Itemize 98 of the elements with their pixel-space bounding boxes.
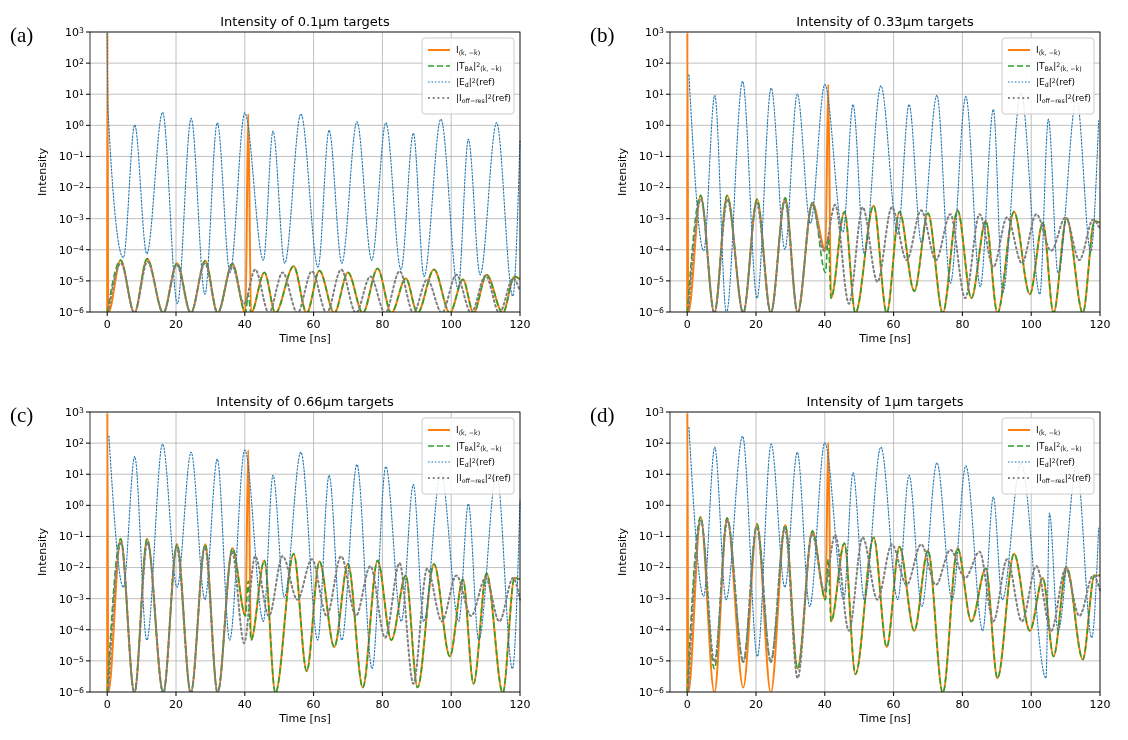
x-tick-label: 40 xyxy=(237,318,252,331)
x-tick-label: 20 xyxy=(169,318,183,331)
legend-label: |E$_{d}$|$^{2}$(ref) xyxy=(1036,76,1076,88)
y-tick-label: 10$^{2}$ xyxy=(65,56,85,70)
legend-label: |I$_{off−res}$|$^{2}$(ref) xyxy=(1036,472,1092,484)
x-axis-title: Time [ns] xyxy=(858,712,911,725)
y-tick-label: 10$^{1}$ xyxy=(65,467,85,482)
y-tick-label: 10$^{−6}$ xyxy=(638,685,665,699)
y-axis-title: Intensity xyxy=(36,147,49,196)
y-tick-label: 10$^{−5}$ xyxy=(638,654,665,668)
chart-title: Intensity of 0.33μm targets xyxy=(796,14,975,29)
x-tick-label: 60 xyxy=(306,698,321,711)
y-tick-label: 10$^{−1}$ xyxy=(58,530,85,544)
x-axis-title: Time [ns] xyxy=(858,332,911,345)
x-tick-label: 100 xyxy=(1020,318,1042,331)
x-tick-label: 120 xyxy=(1089,318,1111,331)
x-tick-label: 40 xyxy=(817,698,832,711)
y-tick-label: 10$^{−5}$ xyxy=(58,654,85,668)
line-series xyxy=(688,74,1100,312)
y-tick-label: 10$^{−4}$ xyxy=(638,243,665,257)
y-tick-label: 10$^{−2}$ xyxy=(58,561,85,575)
legend-label: I$_{(k̂, −k̂)}$ xyxy=(1036,425,1061,436)
y-tick-label: 10$^{1}$ xyxy=(645,467,665,482)
chart-title: Intensity of 0.1μm targets xyxy=(220,14,390,29)
y-tick-label: 10$^{−3}$ xyxy=(58,212,85,226)
y-tick-label: 10$^{−3}$ xyxy=(638,592,665,606)
legend-label: I$_{(k̂, −k̂)}$ xyxy=(456,425,481,436)
x-tick-label: 80 xyxy=(375,318,390,331)
x-tick-label: 20 xyxy=(169,698,183,711)
y-tick-label: 10$^{−1}$ xyxy=(638,530,665,544)
x-tick-label: 40 xyxy=(817,318,832,331)
y-tick-label: 10$^{−6}$ xyxy=(58,305,85,319)
y-tick-label: 10$^{0}$ xyxy=(65,119,85,133)
y-tick-label: 10$^{0}$ xyxy=(645,499,665,513)
x-tick-label: 0 xyxy=(683,698,691,711)
y-tick-label: 10$^{0}$ xyxy=(645,119,665,133)
y-tick-label: 10$^{−1}$ xyxy=(638,150,665,164)
y-tick-label: 10$^{1}$ xyxy=(65,87,85,102)
legend-label: |I$_{off−res}$|$^{2}$(ref) xyxy=(456,472,512,484)
y-tick-label: 10$^{2}$ xyxy=(645,436,665,450)
x-tick-label: 20 xyxy=(749,318,763,331)
y-axis-title: Intensity xyxy=(616,147,629,196)
x-tick-label: 60 xyxy=(886,318,901,331)
x-tick-label: 80 xyxy=(955,318,970,331)
y-tick-label: 10$^{−5}$ xyxy=(638,274,665,288)
y-tick-label: 10$^{3}$ xyxy=(645,405,665,419)
x-axis-title: Time [ns] xyxy=(278,712,331,725)
x-tick-label: 120 xyxy=(509,698,531,711)
y-tick-label: 10$^{−1}$ xyxy=(58,150,85,164)
y-tick-label: 10$^{3}$ xyxy=(65,405,85,419)
y-tick-label: 10$^{−6}$ xyxy=(58,685,85,699)
y-tick-label: 10$^{3}$ xyxy=(645,25,665,39)
text: (c) xyxy=(10,403,34,427)
line-series xyxy=(108,435,521,670)
y-tick-label: 10$^{−3}$ xyxy=(58,592,85,606)
y-tick-label: 10$^{−4}$ xyxy=(58,623,85,637)
legend-label: |E$_{d}$|$^{2}$(ref) xyxy=(1036,456,1076,468)
legend-label: |E$_{d}$|$^{2}$(ref) xyxy=(456,456,496,468)
x-tick-label: 0 xyxy=(683,318,691,331)
y-tick-label: 10$^{0}$ xyxy=(65,499,85,513)
y-tick-label: 10$^{−2}$ xyxy=(58,181,85,195)
y-tick-label: 10$^{2}$ xyxy=(645,56,665,70)
text: (a) xyxy=(10,23,34,47)
x-tick-label: 80 xyxy=(955,698,970,711)
y-tick-label: 10$^{−2}$ xyxy=(638,181,665,195)
x-tick-label: 100 xyxy=(1020,698,1042,711)
text: (b) xyxy=(590,23,615,47)
x-tick-label: 0 xyxy=(103,318,111,331)
y-axis-title: Intensity xyxy=(616,527,629,576)
x-tick-label: 80 xyxy=(375,698,390,711)
x-tick-label: 120 xyxy=(1089,698,1111,711)
x-tick-label: 40 xyxy=(237,698,252,711)
x-tick-label: 60 xyxy=(306,318,321,331)
x-tick-label: 100 xyxy=(440,698,462,711)
x-tick-label: 20 xyxy=(749,698,763,711)
y-tick-label: 10$^{−4}$ xyxy=(638,623,665,637)
y-tick-label: 10$^{−3}$ xyxy=(638,212,665,226)
y-tick-label: 10$^{−5}$ xyxy=(58,274,85,288)
x-tick-label: 100 xyxy=(440,318,462,331)
y-tick-label: 10$^{−6}$ xyxy=(638,305,665,319)
chart-title: Intensity of 0.66μm targets xyxy=(216,394,395,409)
y-tick-label: 10$^{−2}$ xyxy=(638,561,665,575)
legend-label: I$_{(k̂, −k̂)}$ xyxy=(456,45,481,56)
chart-title: Intensity of 1μm targets xyxy=(806,394,964,409)
legend-label: |E$_{d}$|$^{2}$(ref) xyxy=(456,76,496,88)
y-tick-label: 10$^{3}$ xyxy=(65,25,85,39)
y-tick-label: 10$^{1}$ xyxy=(645,87,665,102)
x-axis-title: Time [ns] xyxy=(278,332,331,345)
y-axis-title: Intensity xyxy=(36,527,49,576)
legend-label: I$_{(k̂, −k̂)}$ xyxy=(1036,45,1061,56)
legend-label: |I$_{off−res}$|$^{2}$(ref) xyxy=(1036,92,1092,104)
x-tick-label: 0 xyxy=(103,698,111,711)
y-tick-label: 10$^{2}$ xyxy=(65,436,85,450)
y-tick-label: 10$^{−4}$ xyxy=(58,243,85,257)
text: (d) xyxy=(590,403,615,427)
x-tick-label: 60 xyxy=(886,698,901,711)
x-tick-label: 120 xyxy=(509,318,531,331)
legend-label: |I$_{off−res}$|$^{2}$(ref) xyxy=(456,92,512,104)
